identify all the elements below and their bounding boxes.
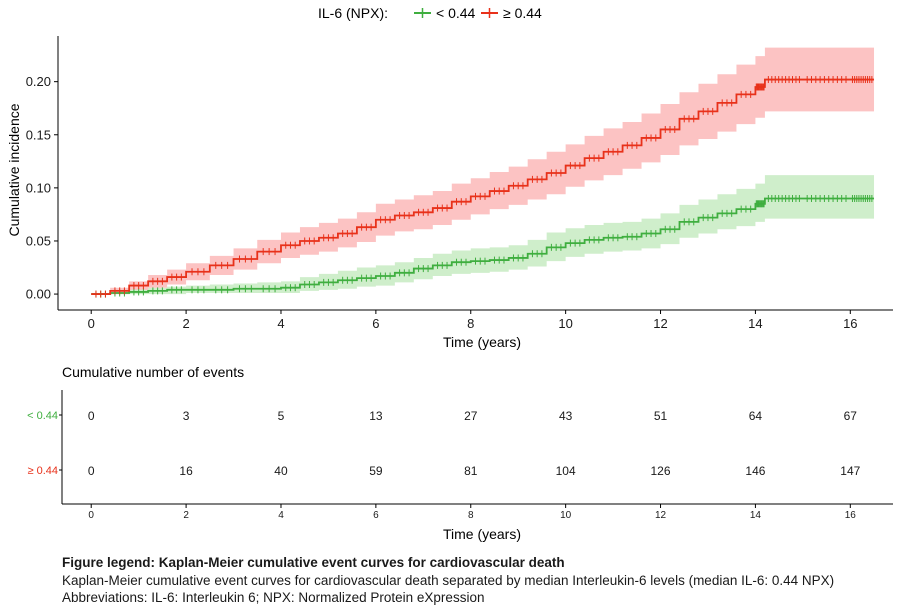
x-tick-label: 0	[88, 316, 95, 331]
risk-value: 43	[559, 409, 573, 423]
legend-entry-low: < 0.44	[414, 5, 476, 21]
y-tick-label: 0.20	[26, 74, 51, 89]
legend-label-high: ≥ 0.44	[503, 5, 542, 21]
risk-x-tick-label: 12	[655, 510, 667, 521]
y-ticks: 0.00 0.05 0.10 0.15 0.20	[26, 74, 58, 302]
risk-value: 51	[654, 409, 668, 423]
x-ticks: 0 2 4 6 8 10 12 14 16	[88, 310, 858, 331]
risk-value: 0	[88, 409, 95, 423]
risk-x-tick-label: 4	[278, 510, 284, 521]
risk-value: 104	[556, 464, 576, 478]
x-tick-label: 14	[748, 316, 762, 331]
x-tick-label: 6	[372, 316, 379, 331]
confidence-bands	[91, 47, 875, 295]
risk-value: 59	[369, 464, 383, 478]
x-axis-label: Time (years)	[443, 334, 521, 350]
risk-value: 147	[840, 464, 860, 478]
caption-description: Kaplan-Meier cumulative event curves for…	[62, 573, 835, 588]
caption-abbreviations: Abbreviations: IL-6: Interleukin 6; NPX:…	[62, 590, 485, 605]
risk-table-x-label: Time (years)	[443, 526, 521, 542]
risk-value: 81	[464, 464, 478, 478]
risk-value: 3	[183, 409, 190, 423]
risk-x-tick-label: 2	[183, 510, 189, 521]
risk-value: 13	[369, 409, 383, 423]
legend-label-low: < 0.44	[436, 5, 476, 21]
risk-value: 67	[844, 409, 858, 423]
risk-value: 126	[651, 464, 671, 478]
censor-marks	[95, 76, 873, 298]
km-curve-0	[91, 197, 875, 295]
risk-x-tick-label: 16	[845, 510, 857, 521]
risk-rows: < 0.44 0 3 5 13 27 43 51 64 67 ≥ 0.44 0 16 40 59 81 104 1…	[27, 409, 861, 478]
risk-row-label: ≥ 0.44	[27, 465, 58, 477]
legend-title: IL-6 (NPX):	[318, 5, 388, 21]
x-tick-label: 2	[182, 316, 189, 331]
y-tick-label: 0.10	[26, 180, 51, 195]
risk-row-label: < 0.44	[27, 410, 58, 422]
risk-value: 16	[179, 464, 193, 478]
y-tick-label: 0.00	[26, 287, 51, 302]
x-tick-label: 10	[558, 316, 572, 331]
risk-value: 146	[745, 464, 765, 478]
legend-entry-high: ≥ 0.44	[481, 5, 542, 21]
confidence-band-0	[91, 175, 875, 295]
main-plot: 0.00 0.05 0.10 0.15 0.20 0 2 4 6 8 10 12 14 16 Time …	[6, 36, 893, 350]
y-tick-label: 0.05	[26, 233, 51, 248]
x-tick-label: 4	[277, 316, 284, 331]
risk-value: 0	[88, 464, 95, 478]
risk-value: 5	[278, 409, 285, 423]
risk-table: Cumulative number of events < 0.44 0 3 5 13 2…	[27, 364, 893, 542]
caption-title: Figure legend: Kaplan-Meier cumulative e…	[62, 555, 565, 570]
legend: IL-6 (NPX): < 0.44 ≥ 0.44	[318, 5, 542, 21]
risk-value: 64	[749, 409, 763, 423]
y-tick-label: 0.15	[26, 127, 51, 142]
risk-x-tick-label: 0	[88, 510, 94, 521]
risk-table-title: Cumulative number of events	[62, 364, 244, 380]
y-axis-label: Cumulative incidence	[6, 103, 22, 236]
x-tick-label: 16	[843, 316, 857, 331]
x-tick-label: 12	[653, 316, 667, 331]
x-tick-label: 8	[467, 316, 474, 331]
risk-value: 27	[464, 409, 478, 423]
risk-value: 40	[274, 464, 288, 478]
confidence-band-1	[91, 47, 875, 295]
risk-x-tick-label: 14	[750, 510, 762, 521]
risk-x-tick-label: 6	[373, 510, 379, 521]
risk-x-ticks: 0 2 4 6 8 10 12 14 16	[88, 504, 856, 521]
risk-x-tick-label: 10	[560, 510, 572, 521]
risk-x-tick-label: 8	[468, 510, 474, 521]
